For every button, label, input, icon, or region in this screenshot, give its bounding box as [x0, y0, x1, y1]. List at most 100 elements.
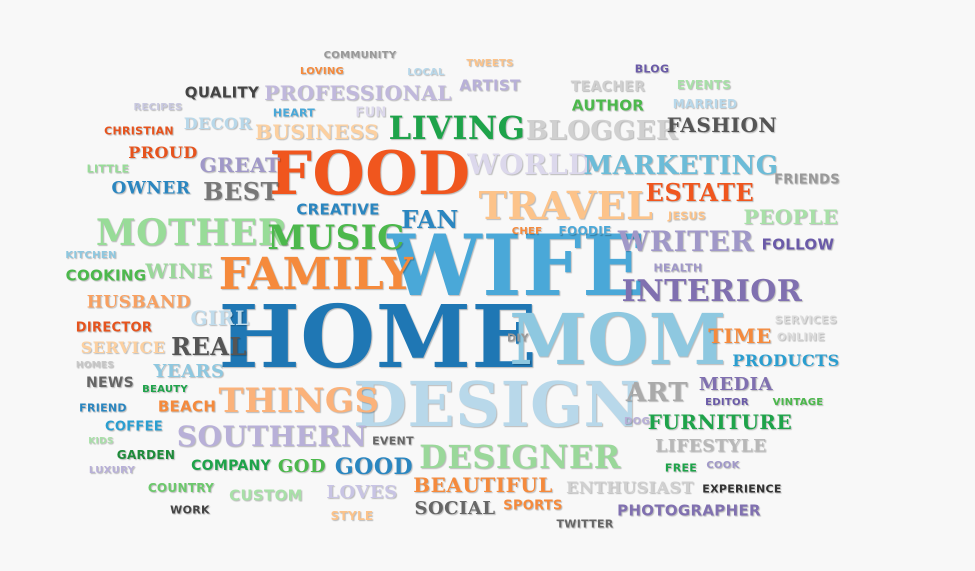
word-little: LITTLE	[86, 162, 130, 176]
word-estate: ESTATE	[645, 178, 755, 207]
word-teacher: TEACHER	[570, 79, 646, 95]
word-chef: CHEF	[511, 226, 543, 237]
word-loving: LOVING	[299, 66, 345, 77]
word-wife: WIFE	[387, 216, 647, 315]
word-community: COMMUNITY	[323, 50, 397, 61]
word-fun: FUN	[355, 105, 387, 121]
word-furniture: FURNITURE	[647, 410, 793, 434]
word-writer: WRITER	[617, 225, 755, 258]
word-family: FAMILY	[218, 249, 414, 300]
word-proud: PROUD	[128, 143, 198, 162]
word-married: MARRIED	[672, 97, 738, 111]
word-news: NEWS	[85, 375, 135, 391]
word-beach: BEACH	[157, 397, 217, 416]
word-twitter: TWITTER	[556, 517, 614, 531]
word-food: FOOD	[269, 139, 471, 209]
word-real: REAL	[171, 332, 247, 361]
word-editor: EDITOR	[705, 397, 749, 408]
word-services: SERVICES	[774, 313, 838, 327]
word-design: DESIGN	[353, 368, 641, 441]
word-owner: OWNER	[111, 178, 191, 199]
word-kids: KIDS	[88, 436, 114, 447]
word-world: WORLD	[467, 148, 593, 181]
word-cooking: COOKING	[65, 266, 147, 285]
word-designer: DESIGNER	[419, 438, 621, 476]
word-time: TIME	[708, 324, 772, 348]
word-girl: GIRL	[190, 306, 250, 330]
word-years: YEARS	[153, 361, 225, 382]
word-jesus: JESUS	[668, 209, 706, 223]
word-sports: SPORTS	[503, 498, 563, 514]
word-art: ART	[625, 378, 689, 408]
word-music: MUSIC	[267, 218, 405, 258]
word-events: EVENTS	[676, 78, 732, 92]
word-dog: DOG	[624, 416, 650, 427]
word-marketing: MARKETING	[583, 151, 779, 181]
word-recipes: RECIPES	[133, 102, 183, 113]
word-kitchen: KITCHEN	[65, 250, 117, 261]
word-home: HOME	[218, 287, 538, 388]
word-business: BUSINESS	[254, 120, 380, 144]
word-health: HEALTH	[653, 261, 703, 275]
word-decor: DECOR	[183, 114, 253, 133]
word-god: GOD	[277, 456, 327, 477]
word-diy: DIY	[506, 331, 530, 345]
word-living: LIVING	[388, 109, 526, 147]
word-christian: CHRISTIAN	[104, 124, 174, 138]
word-style: STYLE	[330, 509, 374, 523]
word-free: FREE	[664, 461, 698, 475]
word-great: GREAT	[199, 153, 281, 177]
word-company: COMPANY	[191, 458, 271, 474]
word-artist: ARTIST	[459, 76, 521, 95]
word-interior: INTERIOR	[621, 274, 803, 309]
word-quality: QUALITY	[184, 83, 260, 102]
word-social: SOCIAL	[414, 498, 496, 519]
word-media: MEDIA	[698, 374, 774, 395]
word-director: DIRECTOR	[75, 320, 153, 336]
word-homes: HOMES	[75, 360, 115, 371]
word-garden: GARDEN	[116, 448, 176, 462]
word-fashion: FASHION	[666, 113, 778, 137]
word-foodie: FOODIE	[558, 224, 612, 238]
word-mother: MOTHER	[95, 212, 289, 254]
word-heart: HEART	[272, 106, 316, 120]
word-beautiful: BEAUTIFUL	[413, 473, 553, 497]
word-best: BEST	[203, 177, 279, 206]
word-mom: MOM	[509, 298, 727, 381]
word-country: COUNTRY	[147, 481, 215, 495]
word-southern: SOUTHERN	[176, 420, 368, 453]
word-creative: CREATIVE	[296, 200, 380, 219]
word-husband: HUSBAND	[86, 292, 192, 313]
word-coffee: COFFEE	[105, 419, 163, 435]
word-lifestyle: LIFESTYLE	[655, 436, 767, 457]
word-professional: PROFESSIONAL	[264, 81, 452, 105]
word-fan: FAN	[401, 205, 459, 234]
word-online: ONLINE	[776, 330, 826, 344]
word-people: PEOPLE	[743, 205, 839, 229]
word-friends: FRIENDS	[774, 172, 840, 188]
word-follow: FOLLOW	[761, 235, 835, 254]
word-things: THINGS	[218, 381, 380, 421]
word-luxury: LUXURY	[88, 465, 136, 476]
word-photographer: PHOTOGRAPHER	[617, 501, 761, 520]
word-friend: FRIEND	[79, 401, 127, 415]
word-blogger: BLOGGER	[525, 116, 679, 146]
word-local: LOCAL	[407, 67, 445, 78]
word-author: AUTHOR	[571, 96, 645, 115]
word-wine: WINE	[145, 259, 213, 283]
word-custom: CUSTOM	[229, 486, 303, 505]
word-event: EVENT	[372, 434, 414, 448]
word-good: GOOD	[334, 454, 414, 480]
word-loves: LOVES	[326, 482, 398, 503]
word-vintage: VINTAGE	[772, 397, 824, 408]
word-tweets: TWEETS	[466, 58, 514, 69]
word-enthusiast: ENTHUSIAST	[566, 478, 694, 497]
word-work: WORK	[170, 503, 210, 517]
word-experience: EXPERIENCE	[702, 482, 782, 496]
word-beauty: BEAUTY	[142, 384, 188, 395]
word-service: SERVICE	[80, 338, 166, 357]
word-cook: COOK	[706, 460, 740, 471]
word-blog: BLOG	[634, 62, 670, 76]
word-products: PRODUCTS	[732, 351, 840, 370]
word-travel: TRAVEL	[478, 183, 654, 228]
